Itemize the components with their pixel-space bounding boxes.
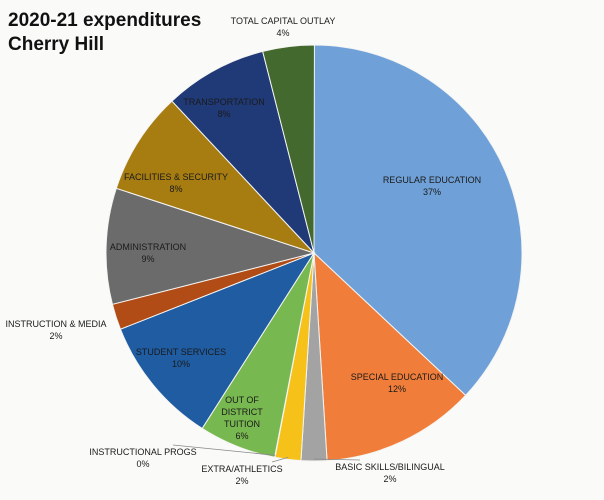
slice-label: SPECIAL EDUCATION 12% bbox=[351, 372, 444, 394]
pie-slice-administration bbox=[105, 187, 316, 305]
pie-slice-transportation bbox=[171, 50, 315, 254]
chart-title-line-2: Cherry Hill bbox=[8, 34, 105, 55]
chart-title-line-1: 2020-21 expenditures bbox=[8, 10, 202, 31]
slice-label: REGULAR EDUCATION 37% bbox=[383, 175, 481, 197]
slice-label: FACILITIES & SECURITY 8% bbox=[124, 172, 228, 194]
slice-label: INSTRUCTIONAL PROGS 0% bbox=[89, 447, 196, 469]
slice-label: TRANSPORTATION 8% bbox=[183, 97, 265, 119]
slice-label: OUT OF DISTRICT TUITION 6% bbox=[221, 395, 263, 441]
leader-line bbox=[313, 458, 361, 461]
leader-line bbox=[172, 444, 276, 456]
slice-label: TOTAL CAPITAL OUTLAY 4% bbox=[231, 16, 336, 38]
slice-labels: REGULAR EDUCATION 37% SPECIAL EDUCATION 12%… bbox=[5, 16, 481, 486]
pie-slice-regular-education bbox=[313, 44, 523, 397]
slice-label: STUDENT SERVICES 10% bbox=[136, 347, 226, 369]
pie-slices bbox=[105, 44, 523, 462]
pie-slice-student-services bbox=[119, 251, 316, 430]
chart-title: 2020-21 expenditures Cherry Hill bbox=[8, 9, 201, 57]
slice-label: EXTRA/ATHLETICS 2% bbox=[201, 464, 282, 486]
pie-slice-facilities-security bbox=[115, 100, 315, 254]
leader-lines bbox=[172, 444, 361, 463]
slice-label: BASIC SKILLS/BILINGUAL 2% bbox=[335, 462, 445, 484]
slice-label: INSTRUCTION & MEDIA 2% bbox=[5, 319, 106, 341]
leader-line bbox=[271, 457, 289, 463]
slice-label: ADMINISTRATION 9% bbox=[110, 242, 186, 264]
pie-slice-total-capital-outlay bbox=[262, 44, 315, 254]
